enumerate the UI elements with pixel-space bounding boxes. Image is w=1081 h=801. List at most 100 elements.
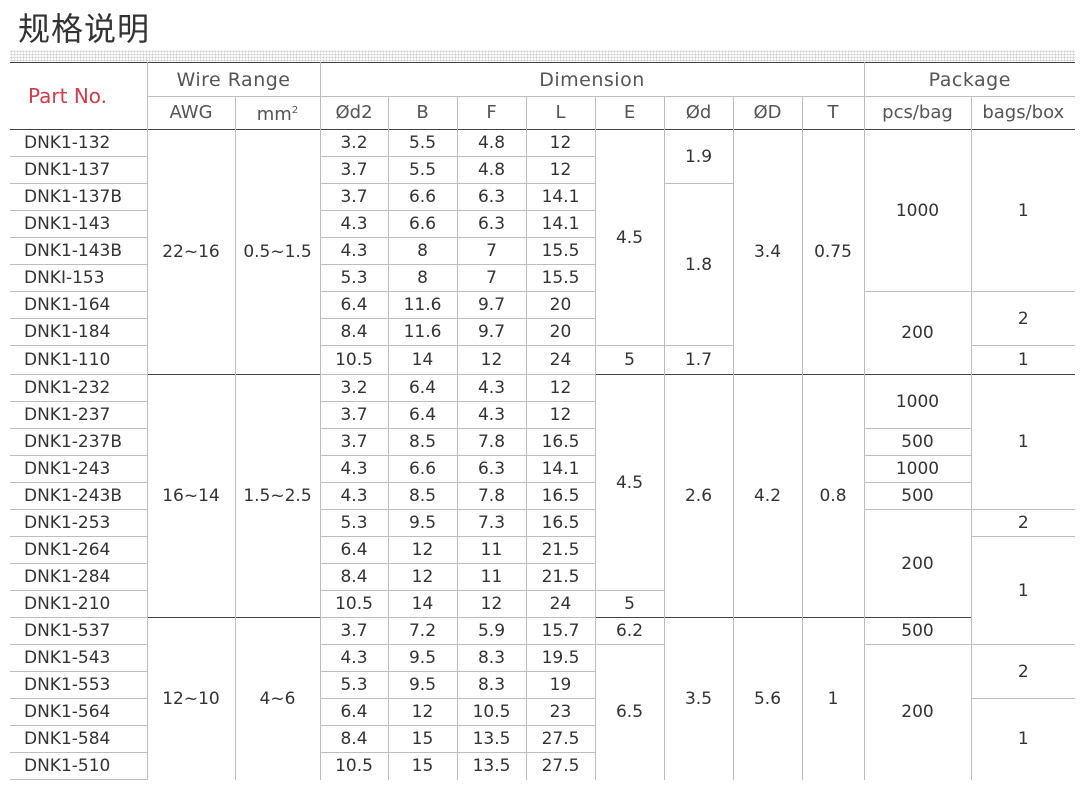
dim-b: 8.5 [388, 482, 458, 510]
pcs-bag: 200 [864, 291, 972, 375]
dim-l: 20 [526, 291, 596, 319]
header-b: B [388, 96, 458, 130]
dim-d2: 5.3 [320, 509, 389, 537]
dim-b: 6.6 [388, 455, 458, 483]
dim-f: 4.8 [457, 129, 527, 157]
dim-f: 11 [457, 536, 527, 564]
dim-l: 14.1 [526, 210, 596, 238]
dim-d2: 3.7 [320, 156, 389, 184]
dim-d2: 8.4 [320, 563, 389, 591]
bags-box: 1 [971, 374, 1076, 510]
mm2-value: 0.5~1.5 [235, 129, 321, 375]
dim-l: 24 [526, 345, 596, 375]
part-number: DNK1-253 [10, 509, 148, 537]
dim-l: 12 [526, 401, 596, 429]
dim-b: 9.5 [388, 509, 458, 537]
header-bags-box: bags/box [982, 102, 1065, 123]
dim-d2: 3.7 [320, 401, 389, 429]
part-number: DNK1-284 [10, 563, 148, 591]
dim-l: 27.5 [526, 725, 596, 753]
dim-f: 7 [457, 237, 527, 265]
bags-box: 1 [971, 129, 1076, 292]
header-mm-text: mm [256, 104, 292, 125]
dim-l: 19 [526, 671, 596, 699]
header-part-no: Part No. [10, 62, 148, 130]
dim-d-small: 1.9 [664, 129, 734, 184]
bags-box: 1 [1017, 350, 1029, 370]
bags-box: 1 [1017, 729, 1029, 750]
dim-f: 5.9 [457, 617, 527, 645]
dim-l: 15.5 [526, 237, 596, 265]
part-number: DNK1-537 [10, 617, 148, 645]
pcs-bag: 200 [864, 644, 972, 780]
dim-t: 1 [802, 617, 865, 780]
dim-d2: 6.4 [320, 291, 389, 319]
dim-d2: 3.2 [320, 129, 389, 157]
dim-d-big: 4.2 [733, 374, 803, 618]
dim-e: 6.5 [595, 644, 665, 780]
dim-l: 14.1 [526, 183, 596, 211]
part-number: DNK1-164 [10, 291, 148, 319]
dim-d2: 3.7 [320, 183, 389, 211]
dim-d2: 4.3 [320, 482, 389, 510]
dim-f: 6.3 [457, 183, 527, 211]
header-mm-sup: 2 [291, 105, 299, 116]
dim-l: 14.1 [526, 455, 596, 483]
dim-f: 6.3 [457, 455, 527, 483]
pcs-bag: 500 [864, 482, 972, 510]
dim-l: 12 [526, 129, 596, 157]
page-title: 规格说明 [18, 10, 151, 48]
dim-f: 4.3 [457, 401, 527, 429]
part-number: DNK1-143 [10, 210, 148, 238]
pcs-bag: 500 [864, 428, 972, 456]
dim-b: 5.5 [388, 129, 458, 157]
header-package: Package [864, 62, 1076, 97]
dim-f: 4.8 [457, 156, 527, 184]
dim-b: 14 [388, 590, 458, 618]
dim-b: 9.5 [388, 644, 458, 672]
dim-f: 9.7 [457, 318, 527, 346]
dim-d-big: 3.4 [733, 129, 803, 375]
part-number: DNK1-564 [10, 698, 148, 726]
pcs-bag: 500 [864, 617, 972, 645]
dim-l: 19.5 [526, 644, 596, 672]
dim-l: 16.5 [526, 428, 596, 456]
dim-b: 14 [388, 345, 458, 375]
dim-b: 7.2 [388, 617, 458, 645]
dim-d2: 8.4 [320, 318, 389, 346]
part-number: DNK1-237 [10, 401, 148, 429]
dim-d-small: 1.8 [664, 183, 734, 346]
dim-d2: 8.4 [320, 725, 389, 753]
header-d2: Ød2 [320, 96, 389, 130]
dim-t: 0.8 [802, 374, 865, 618]
dim-f: 7.3 [457, 509, 527, 537]
header-e: E [595, 96, 665, 130]
dim-b: 6.4 [388, 374, 458, 402]
part-number: DNK1-510 [10, 752, 148, 780]
dim-d2: 5.3 [320, 671, 389, 699]
dim-f: 13.5 [457, 752, 527, 780]
dim-l: 27.5 [526, 752, 596, 780]
dim-d2: 3.7 [320, 428, 389, 456]
dim-f: 6.3 [457, 210, 527, 238]
awg-value: 22~16 [147, 129, 236, 375]
part-number: DNK1-143B [10, 237, 148, 265]
dim-d2: 4.3 [320, 455, 389, 483]
header-pcs-bag: pcs/bag [864, 96, 972, 130]
part-number: DNK1-243B [10, 482, 148, 510]
part-number: DNK1-137 [10, 156, 148, 184]
dim-d2: 3.7 [320, 617, 389, 645]
bags-box: 2 [971, 644, 1076, 699]
pcs-bag: 1000 [864, 455, 972, 483]
dim-b: 8 [388, 237, 458, 265]
dim-b: 6.4 [388, 401, 458, 429]
awg-value: 16~14 [147, 374, 236, 618]
dim-l: 23 [526, 698, 596, 726]
header-awg: AWG [147, 96, 236, 130]
dim-e: 4.5 [595, 129, 665, 346]
pcs-bag: 1000 [864, 129, 972, 292]
header-l: L [526, 96, 596, 130]
bags-box: 2 [971, 509, 1076, 537]
dim-b: 12 [388, 563, 458, 591]
dim-d-small: 1.7 [664, 345, 734, 375]
